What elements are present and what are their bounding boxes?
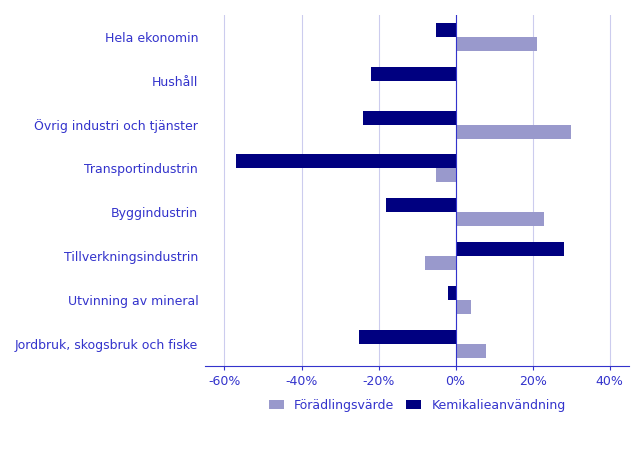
- Bar: [363, 110, 455, 124]
- Bar: [425, 256, 455, 270]
- Bar: [455, 300, 471, 314]
- Bar: [236, 154, 455, 168]
- Bar: [371, 67, 455, 81]
- Bar: [455, 212, 544, 226]
- Bar: [437, 23, 455, 37]
- Bar: [455, 37, 536, 51]
- Bar: [359, 330, 455, 344]
- Bar: [437, 168, 455, 183]
- Bar: [455, 344, 486, 358]
- Bar: [386, 198, 455, 212]
- Legend: Förädlingsvärde, Kemikalieanvändning: Förädlingsvärde, Kemikalieanvändning: [269, 399, 565, 412]
- Bar: [455, 124, 571, 138]
- Bar: [448, 286, 455, 300]
- Bar: [455, 242, 564, 256]
